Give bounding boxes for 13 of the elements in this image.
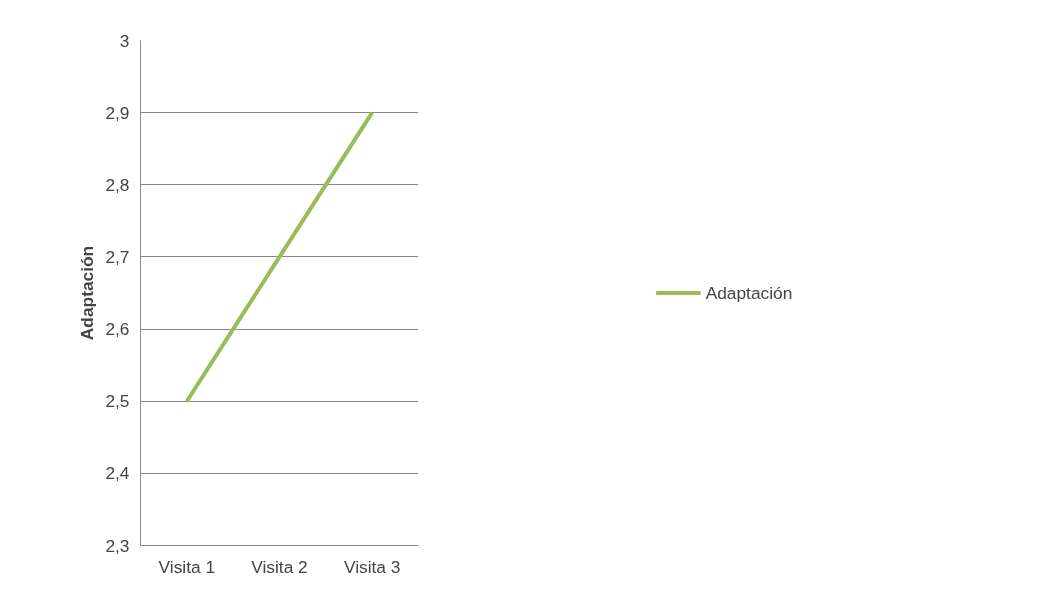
y-tick-label: 2,8	[105, 174, 130, 195]
y-tick-label: 3	[119, 30, 130, 51]
y-tick-label: 2,9	[105, 102, 130, 123]
x-tick-label: Visita 1	[158, 556, 216, 577]
y-axis-title: Adaptación	[77, 245, 98, 341]
y-tick-label: 2,6	[105, 319, 130, 340]
x-tick-label: Visita 2	[251, 556, 308, 577]
x-tick-label: Visita 3	[343, 556, 401, 577]
y-tick-label: 2,5	[105, 391, 130, 412]
legend-label: Adaptación	[705, 282, 793, 303]
y-tick-label: 2,7	[105, 246, 130, 267]
y-tick-label: 2,4	[105, 463, 130, 484]
y-tick-label: 2,3	[105, 535, 130, 556]
